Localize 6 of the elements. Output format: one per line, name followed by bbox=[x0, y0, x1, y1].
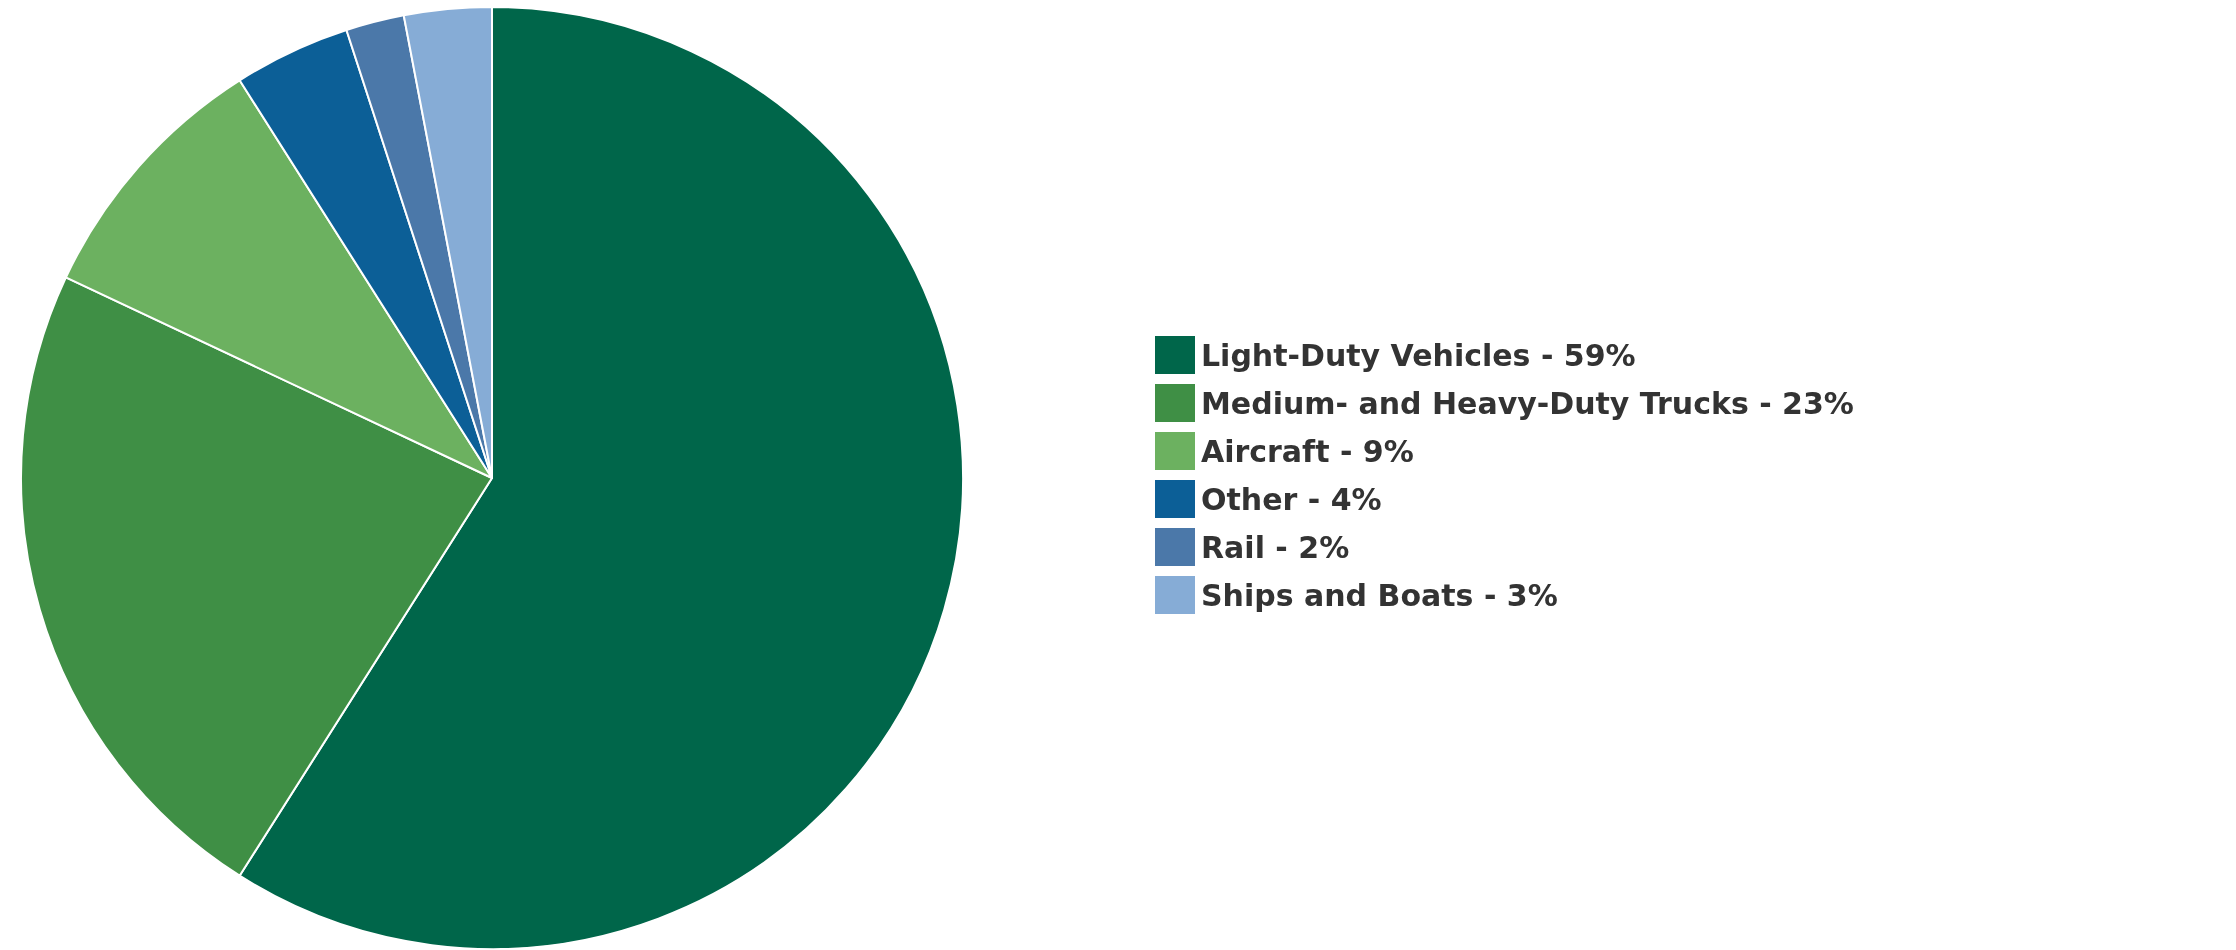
legend-label: Ships and Boats - 3% bbox=[1201, 577, 1558, 613]
legend-label: Other - 4% bbox=[1201, 481, 1382, 517]
legend-label: Rail - 2% bbox=[1201, 529, 1350, 565]
legend-label: Medium- and Heavy-Duty Trucks - 23% bbox=[1201, 385, 1854, 421]
legend-label: Aircraft - 9% bbox=[1201, 433, 1414, 469]
legend-label: Light-Duty Vehicles - 59% bbox=[1201, 337, 1636, 373]
